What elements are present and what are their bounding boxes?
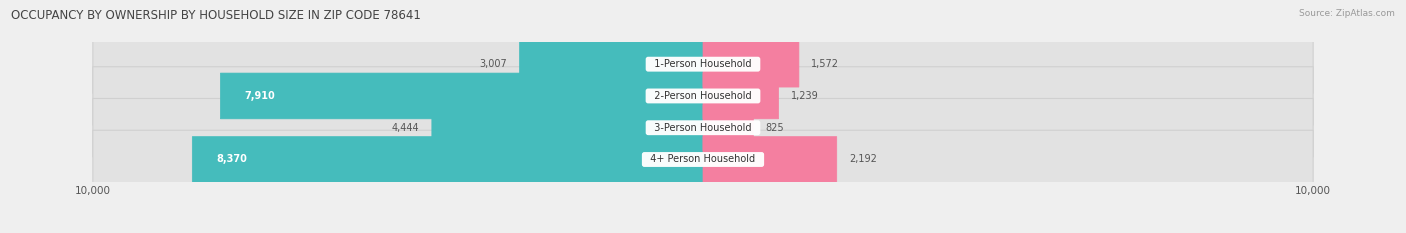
- FancyBboxPatch shape: [432, 105, 703, 151]
- Text: 825: 825: [765, 123, 785, 133]
- FancyBboxPatch shape: [520, 41, 703, 87]
- FancyBboxPatch shape: [93, 67, 1313, 125]
- Text: 4,444: 4,444: [392, 123, 419, 133]
- FancyBboxPatch shape: [703, 105, 754, 151]
- Text: Source: ZipAtlas.com: Source: ZipAtlas.com: [1299, 9, 1395, 18]
- Text: 8,370: 8,370: [217, 154, 247, 164]
- Text: 1-Person Household: 1-Person Household: [648, 59, 758, 69]
- Text: 1,572: 1,572: [811, 59, 839, 69]
- Text: 2-Person Household: 2-Person Household: [648, 91, 758, 101]
- Text: OCCUPANCY BY OWNERSHIP BY HOUSEHOLD SIZE IN ZIP CODE 78641: OCCUPANCY BY OWNERSHIP BY HOUSEHOLD SIZE…: [11, 9, 422, 22]
- FancyBboxPatch shape: [93, 99, 1313, 157]
- Text: 7,910: 7,910: [245, 91, 276, 101]
- FancyBboxPatch shape: [703, 137, 837, 182]
- Text: 1,239: 1,239: [790, 91, 818, 101]
- FancyBboxPatch shape: [93, 35, 1313, 93]
- Text: 3,007: 3,007: [479, 59, 508, 69]
- FancyBboxPatch shape: [193, 137, 703, 182]
- Text: 3-Person Household: 3-Person Household: [648, 123, 758, 133]
- FancyBboxPatch shape: [221, 73, 703, 119]
- Text: 2,192: 2,192: [849, 154, 877, 164]
- FancyBboxPatch shape: [93, 130, 1313, 189]
- FancyBboxPatch shape: [703, 73, 779, 119]
- Text: 4+ Person Household: 4+ Person Household: [644, 154, 762, 164]
- FancyBboxPatch shape: [703, 41, 799, 87]
